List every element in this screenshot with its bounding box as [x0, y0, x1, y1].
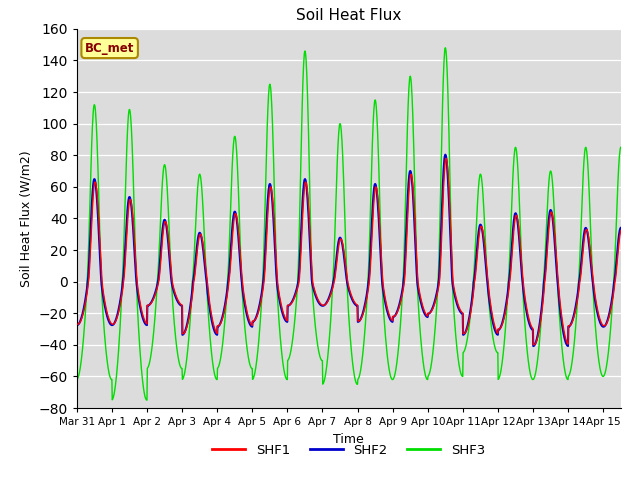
SHF2 — [611, 278, 618, 284]
Line: SHF2: SHF2 — [77, 155, 621, 346]
SHF3 — [617, 144, 625, 150]
SHF2 — [529, 343, 537, 349]
Text: BC_met: BC_met — [85, 42, 134, 55]
SHF2 — [442, 152, 449, 157]
SHF3 — [442, 45, 449, 51]
SHF2 — [617, 225, 625, 231]
SHF1 — [158, 244, 166, 250]
SHF1 — [477, 223, 485, 229]
SHF2 — [335, 240, 342, 246]
SHF1 — [611, 283, 618, 289]
Y-axis label: Soil Heat Flux (W/m2): Soil Heat Flux (W/m2) — [20, 150, 33, 287]
SHF3 — [73, 377, 81, 383]
SHF2 — [477, 223, 485, 228]
SHF1 — [324, 298, 332, 304]
SHF1 — [557, 310, 565, 316]
SHF3 — [557, 337, 565, 343]
Title: Soil Heat Flux: Soil Heat Flux — [296, 9, 401, 24]
Legend: SHF1, SHF2, SHF3: SHF1, SHF2, SHF3 — [207, 439, 490, 462]
SHF2 — [324, 297, 332, 303]
SHF3 — [324, 347, 332, 353]
SHF2 — [73, 322, 81, 328]
Line: SHF1: SHF1 — [77, 158, 621, 345]
SHF2 — [158, 234, 166, 240]
SHF3 — [158, 182, 166, 188]
SHF2 — [557, 316, 565, 322]
SHF1 — [617, 228, 625, 233]
SHF1 — [530, 342, 538, 348]
SHF3 — [611, 266, 618, 272]
SHF3 — [335, 130, 342, 136]
SHF3 — [143, 397, 151, 403]
Line: SHF3: SHF3 — [77, 48, 621, 400]
SHF1 — [73, 321, 81, 327]
SHF1 — [442, 156, 450, 161]
SHF1 — [335, 245, 342, 251]
SHF3 — [477, 175, 485, 181]
X-axis label: Time: Time — [333, 432, 364, 445]
